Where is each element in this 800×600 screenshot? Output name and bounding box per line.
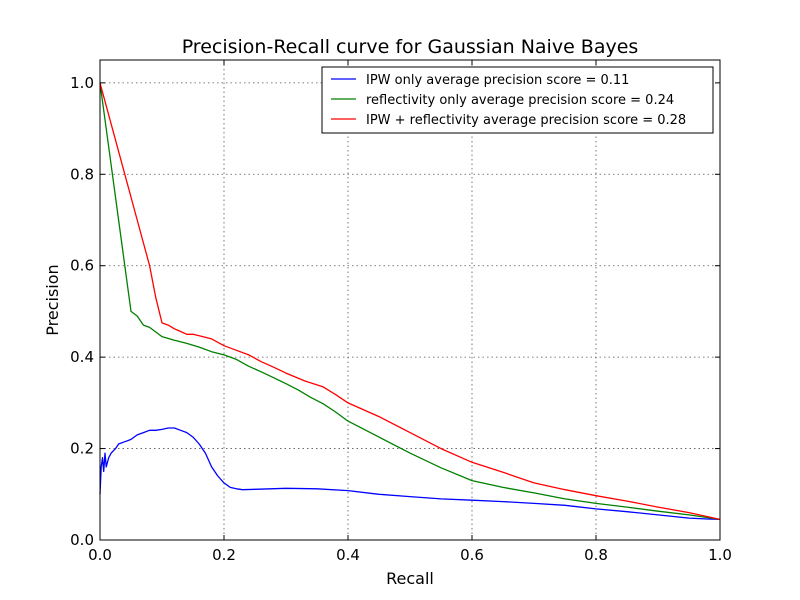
series-line-2 (99, 82, 721, 521)
legend-label-1: IPW only average precision score = 0.11 (366, 73, 629, 88)
y-tick-label: 0.6 (70, 257, 94, 275)
y-tick-label: 0.2 (70, 440, 94, 458)
x-tick-label: 0.8 (584, 546, 608, 564)
series-line-1 (99, 427, 721, 521)
x-tick-label: 0.2 (212, 546, 236, 564)
legend: IPW only average precision score = 0.11 r… (321, 66, 714, 134)
grid (100, 60, 720, 540)
y-tick-label: 0.0 (70, 531, 94, 549)
y-tick-label: 0.8 (70, 165, 94, 183)
legend-label-3: IPW + reflectivity average precision sco… (366, 113, 686, 128)
legend-box (321, 66, 714, 134)
axis-ticks: 0.0 0.2 0.4 0.6 0.8 1.0 0.0 0.2 0.4 0.6 0.8 1.0 (70, 60, 732, 564)
x-tick-label: 0.0 (88, 546, 112, 564)
y-tick-label: 1.0 (70, 74, 94, 92)
x-tick-label: 0.4 (336, 546, 360, 564)
y-axis-label: Precision (43, 264, 62, 335)
plot-frame (99, 59, 721, 541)
y-tick-label: 0.4 (70, 348, 94, 366)
series-line-3 (99, 82, 721, 521)
x-tick-label: 0.6 (460, 546, 484, 564)
x-axis-label: Recall (386, 569, 434, 588)
legend-label-2: reflectivity only average precision scor… (366, 93, 674, 108)
x-tick-label: 1.0 (708, 546, 732, 564)
series-lines (99, 82, 721, 521)
chart-title: Precision-Recall curve for Gaussian Naiv… (182, 36, 639, 58)
